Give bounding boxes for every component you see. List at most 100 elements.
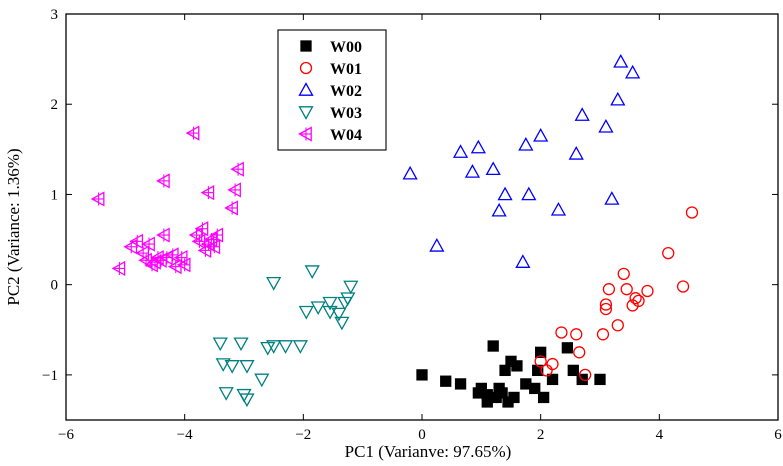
point-w03 <box>233 337 249 352</box>
point-w01 <box>579 368 592 382</box>
data-points <box>90 53 699 408</box>
point-w02 <box>574 107 590 121</box>
point-w00 <box>502 396 514 408</box>
plot-frame <box>65 13 779 421</box>
point-w04 <box>173 249 188 266</box>
legend-label-w04: W04 <box>330 127 362 144</box>
point-w04 <box>194 221 209 237</box>
point-w00 <box>490 391 502 404</box>
x-tick-label: 0 <box>418 427 426 443</box>
point-w03 <box>266 340 282 354</box>
point-w04 <box>176 257 191 273</box>
point-w04 <box>90 191 105 207</box>
legend-marker-w04 <box>298 126 312 142</box>
point-w02 <box>464 164 481 178</box>
x-tick-label: −4 <box>177 427 193 443</box>
point-w01 <box>685 206 699 219</box>
point-w01 <box>570 328 583 341</box>
y-tick-label: 0 <box>51 278 59 294</box>
point-w02 <box>521 186 537 201</box>
point-w04 <box>147 254 161 270</box>
legend-box <box>277 29 387 151</box>
legend-label-w00: W00 <box>330 39 362 56</box>
y-axis-label: PC2 (Variance: 1.36%) <box>4 148 23 305</box>
legend-label-w01: W01 <box>330 61 362 78</box>
x-tick-label: −2 <box>295 427 311 443</box>
point-w03 <box>218 387 234 401</box>
y-tick-label: 2 <box>51 97 59 113</box>
point-w00 <box>561 342 574 354</box>
point-w02 <box>533 127 549 142</box>
point-w04 <box>167 259 182 275</box>
point-w04 <box>224 200 238 216</box>
point-w00 <box>535 346 547 358</box>
point-w02 <box>625 64 641 79</box>
point-w01 <box>599 302 613 316</box>
point-w03 <box>212 337 228 352</box>
point-w03 <box>322 296 338 311</box>
point-w01 <box>676 280 690 293</box>
point-w03 <box>334 316 350 331</box>
point-w00 <box>440 375 452 387</box>
point-w04 <box>135 245 149 261</box>
point-w01 <box>599 298 613 311</box>
point-w04 <box>123 239 138 255</box>
legend-marker-w02 <box>298 82 314 96</box>
point-w04 <box>129 233 144 249</box>
point-w00 <box>475 382 487 395</box>
point-w02 <box>518 136 534 151</box>
point-w00 <box>499 364 511 377</box>
point-w00 <box>546 373 559 386</box>
point-w01 <box>611 319 624 332</box>
point-w02 <box>610 91 626 106</box>
point-w03 <box>322 305 338 320</box>
legend-label-w02: W02 <box>330 83 362 100</box>
point-w00 <box>567 364 579 377</box>
point-w04 <box>141 236 155 252</box>
point-w03 <box>304 265 320 279</box>
point-w00 <box>537 391 550 404</box>
point-w01 <box>617 267 630 280</box>
point-w03 <box>224 360 240 374</box>
point-w02 <box>452 144 469 158</box>
point-w01 <box>573 346 586 359</box>
point-w04 <box>227 182 241 198</box>
point-w03 <box>298 305 314 320</box>
point-w04 <box>164 247 179 263</box>
legend-marker-w01 <box>299 61 313 75</box>
point-w04 <box>111 260 126 277</box>
point-w02 <box>485 161 501 176</box>
point-w01 <box>546 357 559 371</box>
y-tick-label: 3 <box>51 7 59 23</box>
legend: W00 W01 W02 W03 W04 <box>277 29 387 151</box>
point-w00 <box>594 373 606 386</box>
point-w01 <box>641 284 654 298</box>
point-w03 <box>215 358 231 372</box>
x-tick-label: 4 <box>656 427 664 443</box>
point-w04 <box>206 239 221 255</box>
point-w02 <box>402 165 418 180</box>
point-w00 <box>416 369 428 381</box>
point-w03 <box>254 373 270 388</box>
legend-marker-w03 <box>298 106 314 120</box>
point-w00 <box>454 378 467 390</box>
x-tick-label: 2 <box>537 427 545 443</box>
point-w03 <box>310 301 326 316</box>
point-w04 <box>209 227 224 243</box>
point-w03 <box>343 280 359 295</box>
point-w04 <box>200 185 215 201</box>
point-w02 <box>429 238 445 252</box>
point-w02 <box>491 202 507 217</box>
point-w04 <box>156 173 170 189</box>
point-w00 <box>529 382 541 395</box>
point-w02 <box>604 191 620 205</box>
point-w00 <box>511 360 523 372</box>
point-w02 <box>550 201 567 216</box>
point-w03 <box>331 307 347 322</box>
point-w00 <box>487 340 499 352</box>
point-w03 <box>239 393 255 408</box>
x-tick-label: 6 <box>774 427 782 443</box>
point-w02 <box>613 53 629 68</box>
point-w02 <box>598 118 614 133</box>
point-w04 <box>230 161 244 177</box>
